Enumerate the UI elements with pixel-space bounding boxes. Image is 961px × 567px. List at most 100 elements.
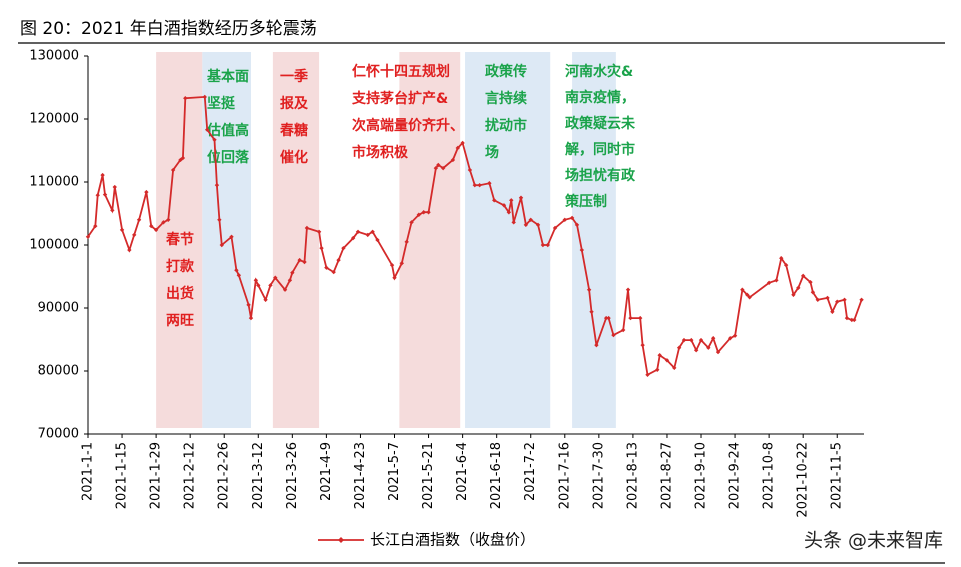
annotation: 估值高 [206,122,249,139]
point [472,182,477,188]
point [204,127,210,132]
point [545,242,550,248]
point [112,184,117,190]
point [523,222,529,228]
x-tick-label: 2021-4-23 [353,442,368,509]
annotation: 两旺 [166,313,194,329]
point [433,165,439,171]
point [859,297,864,303]
point [579,247,585,253]
point [611,332,616,338]
point [287,278,293,283]
point [253,278,259,283]
point [689,337,694,343]
point [796,285,801,291]
point [426,210,431,215]
point [290,270,295,275]
point [153,227,159,233]
point [655,367,660,372]
annotation: 春节 [165,231,194,248]
legend-marker [338,537,344,543]
y-tick-label: 110000 [29,175,79,190]
annotation: 政策疑云未 [565,115,636,132]
point [562,217,567,222]
point [501,203,507,208]
legend-label: 长江白酒指数（收盘价） [370,531,535,549]
point [102,192,108,197]
point [715,349,721,355]
point [676,345,682,350]
point [370,229,375,234]
point [487,181,492,186]
annotation: 催化 [280,149,308,166]
point [698,337,704,343]
x-tick-label: 2021-1-29 [149,442,164,509]
annotation: 政策传 [485,63,527,80]
point [183,96,188,101]
point [628,315,633,321]
y-tick-label: 100000 [29,238,79,253]
point [672,365,677,371]
point [745,292,750,297]
x-tick-label: 2021-2-26 [217,442,232,509]
point [606,315,611,321]
point [256,283,261,288]
point [341,245,346,251]
point [161,220,166,225]
x-tick-label: 2021-5-21 [421,442,436,509]
point [455,145,460,151]
y-tick-label: 120000 [29,112,79,127]
annotation: 河南水灾& [565,63,633,80]
point [180,155,186,161]
x-tick-label: 2021-8-13 [625,442,640,509]
point [268,283,273,288]
point [509,198,514,203]
annotation: 出货 [166,285,194,302]
point [389,262,395,268]
point [518,195,524,200]
annotation: 南京疫情， [565,89,635,106]
point [229,234,234,240]
point [273,275,278,280]
point [467,167,473,173]
point [815,297,820,303]
point [586,287,592,292]
x-tick-label: 2021-6-4 [455,442,470,501]
point [638,315,643,321]
annotation: 言持续 [485,90,527,107]
point [219,242,224,248]
point [492,198,497,203]
point [706,345,711,350]
point [681,337,687,343]
x-tick-label: 2021-2-12 [183,442,198,509]
point [263,297,268,303]
shaded-region [272,52,320,428]
point [693,348,699,353]
point [574,222,580,228]
annotation: 场担忧有政 [565,167,636,184]
point [589,309,594,314]
point [355,229,361,234]
point [477,182,482,188]
x-tick-label: 2021-3-26 [285,442,300,509]
x-tick-label: 2021-6-18 [489,442,504,509]
point [149,223,154,229]
point [170,167,176,173]
point [640,342,645,348]
point [304,225,310,231]
annotation: 位回落 [207,149,250,166]
point [297,257,302,263]
point [319,245,324,251]
point [95,193,100,198]
point [132,232,137,238]
point [594,342,599,348]
annotation: 市场积极 [352,144,409,161]
point [404,239,409,245]
annotation: 仁怀十四五规划 [352,63,450,80]
point [214,182,220,188]
point [732,333,738,338]
point [844,315,850,321]
shaded-region [465,52,551,428]
x-tick-label: 2021-10-22 [796,442,811,518]
point [392,275,397,280]
